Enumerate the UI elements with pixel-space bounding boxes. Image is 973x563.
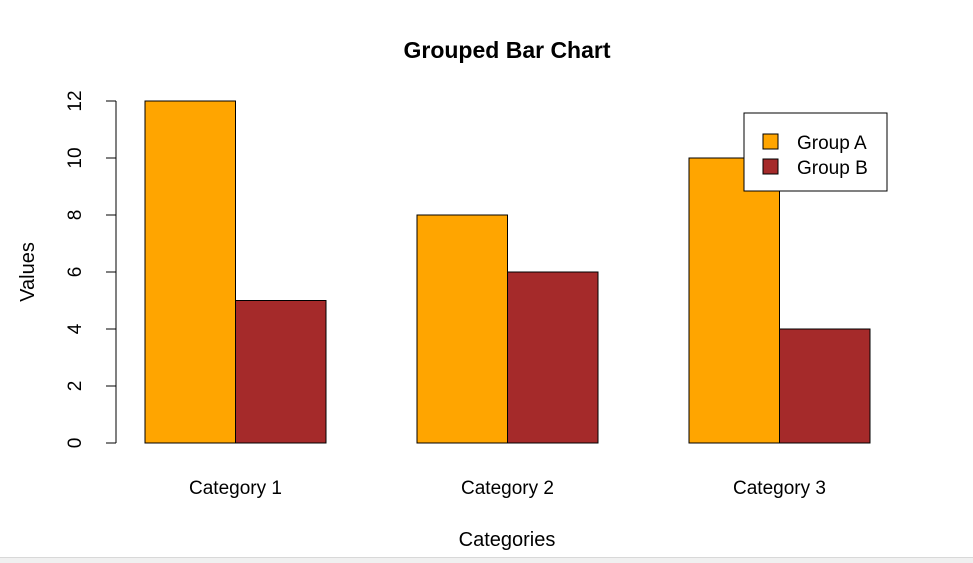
bar-group-a-category-1 (144, 100, 236, 444)
chart-title: Grouped Bar Chart (403, 37, 610, 63)
legend: Group A Group B (743, 112, 888, 192)
bar-group-b-category-2 (507, 271, 599, 444)
x-tick-label: Category 3 (733, 478, 826, 499)
y-tick-label: 4 (65, 323, 86, 334)
y-tick-label: 6 (65, 267, 86, 278)
bar-group-a-category-3 (688, 157, 780, 444)
legend-swatch-group-a (762, 133, 779, 150)
y-tick-label: 0 (65, 438, 86, 449)
y-axis-label: Values (17, 242, 39, 302)
y-tick-label: 10 (65, 147, 86, 168)
x-tick-label: Category 2 (461, 478, 554, 499)
bar-group-b-category-3 (779, 328, 871, 444)
legend-label-group-a: Group A (797, 133, 867, 154)
x-tick-labels: Category 1 Category 2 Category 3 (189, 478, 826, 499)
legend-swatch-group-b (762, 158, 779, 175)
bar-group-a-category-2 (416, 214, 508, 444)
y-tick-label: 12 (65, 90, 86, 111)
legend-label-group-b: Group B (797, 158, 868, 179)
bars-group (144, 100, 871, 444)
legend-box (743, 112, 888, 192)
bottom-strip (0, 557, 973, 563)
x-axis-label: Categories (459, 529, 556, 551)
y-tick-label: 8 (65, 210, 86, 221)
bar-group-b-category-1 (235, 300, 327, 444)
y-tick-label: 2 (65, 381, 86, 392)
x-tick-label: Category 1 (189, 478, 282, 499)
y-axis: 0 2 4 6 8 10 12 (65, 90, 117, 449)
